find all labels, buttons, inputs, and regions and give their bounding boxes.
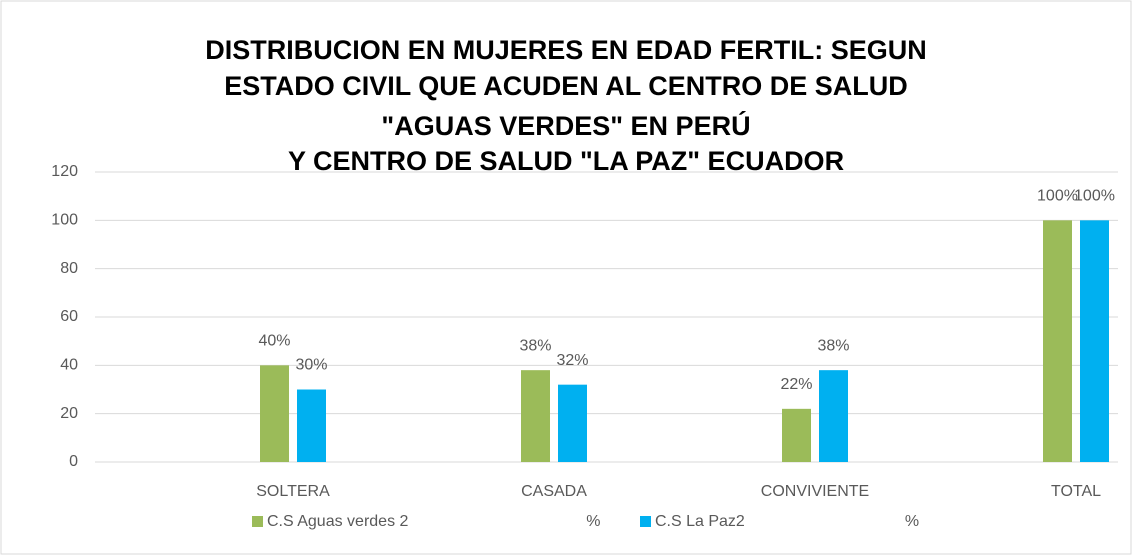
chart-title: ESTADO CIVIL QUE ACUDEN AL CENTRO DE SAL…	[224, 71, 908, 101]
data-label: 100%	[1074, 188, 1115, 205]
chart-title: "AGUAS VERDES" EN PERÚ	[381, 110, 750, 141]
legend-label: C.S La Paz2 %	[655, 513, 919, 530]
bar	[782, 408, 811, 462]
chart-title: DISTRIBUCION EN MUJERES EN EDAD FERTIL: …	[205, 35, 927, 65]
data-label: 38%	[817, 337, 849, 354]
y-tick-label: 0	[69, 453, 78, 470]
bar	[260, 365, 289, 462]
data-label: 38%	[519, 337, 551, 354]
legend-label: C.S Aguas verdes 2 %	[267, 513, 600, 530]
data-label: 40%	[258, 333, 290, 350]
y-tick-label: 60	[60, 308, 78, 325]
bar	[558, 384, 587, 462]
bar	[521, 370, 550, 462]
data-label: 32%	[556, 352, 588, 369]
y-tick-label: 20	[60, 405, 78, 422]
y-tick-label: 120	[51, 163, 78, 180]
bar	[297, 389, 326, 462]
bar	[1043, 220, 1072, 462]
x-tick-label: SOLTERA	[256, 483, 330, 500]
y-tick-label: 100	[51, 212, 78, 229]
bar	[1080, 220, 1109, 462]
data-label: 30%	[295, 357, 327, 374]
x-tick-label: CONVIVIENTE	[761, 483, 869, 500]
y-tick-label: 40	[60, 357, 78, 374]
bar	[819, 370, 848, 462]
y-tick-label: 80	[60, 260, 78, 277]
chart-title: Y CENTRO DE SALUD "LA PAZ" ECUADOR	[288, 146, 844, 176]
x-tick-label: CASADA	[521, 483, 587, 500]
x-tick-label: TOTAL	[1051, 483, 1101, 500]
data-label: 22%	[780, 376, 812, 393]
legend-swatch	[640, 516, 651, 527]
legend-swatch	[252, 516, 263, 527]
data-label: 100%	[1037, 188, 1078, 205]
